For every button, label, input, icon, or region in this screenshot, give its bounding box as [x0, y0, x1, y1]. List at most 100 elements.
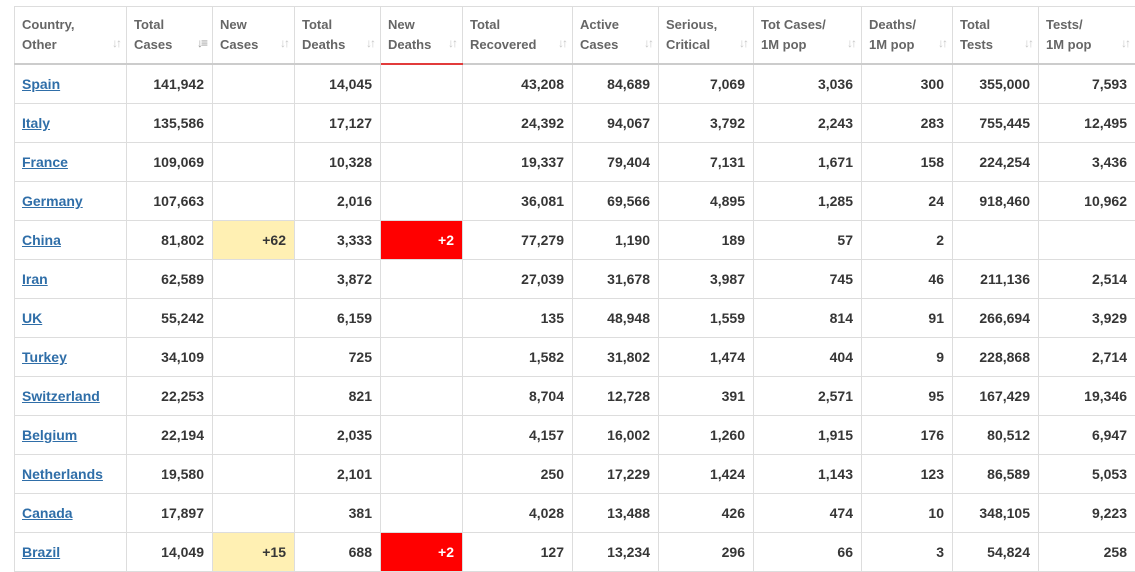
cell-country: Belgium: [15, 416, 127, 455]
country-link[interactable]: France: [22, 154, 68, 170]
cell-new-deaths: +2: [381, 533, 463, 572]
sort-icon[interactable]: ↓↑: [1024, 33, 1032, 53]
sort-icon[interactable]: ↓↑: [448, 33, 456, 53]
country-link[interactable]: Turkey: [22, 349, 67, 365]
cell-serious-critical: 4,895: [659, 182, 754, 221]
cell-total-tests: 167,429: [953, 377, 1039, 416]
sort-icon[interactable]: ↓↑: [938, 33, 946, 53]
cell-total-recovered: 77,279: [463, 221, 573, 260]
cell-tot-cases-1m: 1,143: [754, 455, 862, 494]
cell-tot-cases-1m: 745: [754, 260, 862, 299]
cell-total-tests: 86,589: [953, 455, 1039, 494]
sort-desc-icon[interactable]: ↓≡: [197, 33, 206, 53]
sort-icon[interactable]: ↓↑: [644, 33, 652, 53]
country-link[interactable]: Switzerland: [22, 388, 100, 404]
cell-total-deaths: 2,101: [295, 455, 381, 494]
column-header-tot-cases-1m[interactable]: Tot Cases/1M pop↓↑: [754, 7, 862, 65]
country-link[interactable]: Brazil: [22, 544, 60, 560]
cell-tot-cases-1m: 1,915: [754, 416, 862, 455]
country-link[interactable]: China: [22, 232, 61, 248]
country-link[interactable]: UK: [22, 310, 42, 326]
cell-active-cases: 16,002: [573, 416, 659, 455]
cell-deaths-1m: 91: [862, 299, 953, 338]
cell-total-deaths: 821: [295, 377, 381, 416]
country-link[interactable]: Netherlands: [22, 466, 103, 482]
column-header-label-line1: Total: [960, 17, 990, 32]
country-link[interactable]: Italy: [22, 115, 50, 131]
column-header-deaths-1m[interactable]: Deaths/1M pop↓↑: [862, 7, 953, 65]
cell-total-cases: 107,663: [127, 182, 213, 221]
cell-new-deaths: [381, 143, 463, 182]
cell-new-cases: [213, 377, 295, 416]
cell-active-cases: 17,229: [573, 455, 659, 494]
column-header-label-line1: New: [388, 17, 415, 32]
sort-icon[interactable]: ↓↑: [558, 33, 566, 53]
column-header-label-line2: Critical: [666, 37, 710, 52]
cell-total-tests: 266,694: [953, 299, 1039, 338]
cell-country: France: [15, 143, 127, 182]
column-header-country[interactable]: Country, Other ↓↑: [15, 7, 127, 65]
cell-total-recovered: 4,157: [463, 416, 573, 455]
country-link[interactable]: Spain: [22, 76, 60, 92]
cell-new-deaths: [381, 377, 463, 416]
cell-new-cases: +62: [213, 221, 295, 260]
cell-deaths-1m: 9: [862, 338, 953, 377]
cell-tests-1m: 3,929: [1039, 299, 1135, 338]
cell-total-tests: 224,254: [953, 143, 1039, 182]
cell-total-tests: 348,105: [953, 494, 1039, 533]
column-header-label-line1: Country,: [22, 17, 74, 32]
cell-country: Canada: [15, 494, 127, 533]
column-header-serious-critical[interactable]: Serious,Critical↓↑: [659, 7, 754, 65]
cell-active-cases: 84,689: [573, 64, 659, 104]
cell-active-cases: 31,678: [573, 260, 659, 299]
country-link[interactable]: Iran: [22, 271, 48, 287]
sort-icon[interactable]: ↓↑: [1121, 33, 1129, 53]
cell-tot-cases-1m: 57: [754, 221, 862, 260]
sort-icon[interactable]: ↓↑: [112, 33, 120, 53]
cell-tests-1m: [1039, 221, 1135, 260]
cell-country: Brazil: [15, 533, 127, 572]
cell-new-cases: [213, 182, 295, 221]
country-link[interactable]: Belgium: [22, 427, 77, 443]
cell-tot-cases-1m: 404: [754, 338, 862, 377]
cell-total-tests: 355,000: [953, 64, 1039, 104]
column-header-active-cases[interactable]: Active Cases ↓↑: [573, 7, 659, 65]
column-header-label-line2: Cases: [580, 37, 618, 52]
cell-total-cases: 135,586: [127, 104, 213, 143]
cell-active-cases: 94,067: [573, 104, 659, 143]
column-header-label-line1: Total: [470, 17, 500, 32]
column-header-tests-1m[interactable]: Tests/1M pop↓↑: [1039, 7, 1135, 65]
sort-icon[interactable]: ↓↑: [847, 33, 855, 53]
column-header-label-line1: Total: [302, 17, 332, 32]
cell-active-cases: 13,234: [573, 533, 659, 572]
sort-icon[interactable]: ↓↑: [280, 33, 288, 53]
column-header-label-line2: Cases: [220, 37, 258, 52]
cell-new-deaths: [381, 64, 463, 104]
cell-serious-critical: 7,131: [659, 143, 754, 182]
cell-deaths-1m: 283: [862, 104, 953, 143]
country-link[interactable]: Canada: [22, 505, 73, 521]
sort-icon[interactable]: ↓↑: [739, 33, 747, 53]
sort-icon[interactable]: ↓↑: [366, 33, 374, 53]
cell-new-cases: [213, 494, 295, 533]
cell-country: Turkey: [15, 338, 127, 377]
cell-total-cases: 22,194: [127, 416, 213, 455]
column-header-label-line2: Other: [22, 37, 57, 52]
cell-total-recovered: 36,081: [463, 182, 573, 221]
cell-deaths-1m: 123: [862, 455, 953, 494]
country-link[interactable]: Germany: [22, 193, 83, 209]
column-header-label-line1: Active: [580, 17, 619, 32]
cell-tot-cases-1m: 814: [754, 299, 862, 338]
cell-new-deaths: [381, 338, 463, 377]
